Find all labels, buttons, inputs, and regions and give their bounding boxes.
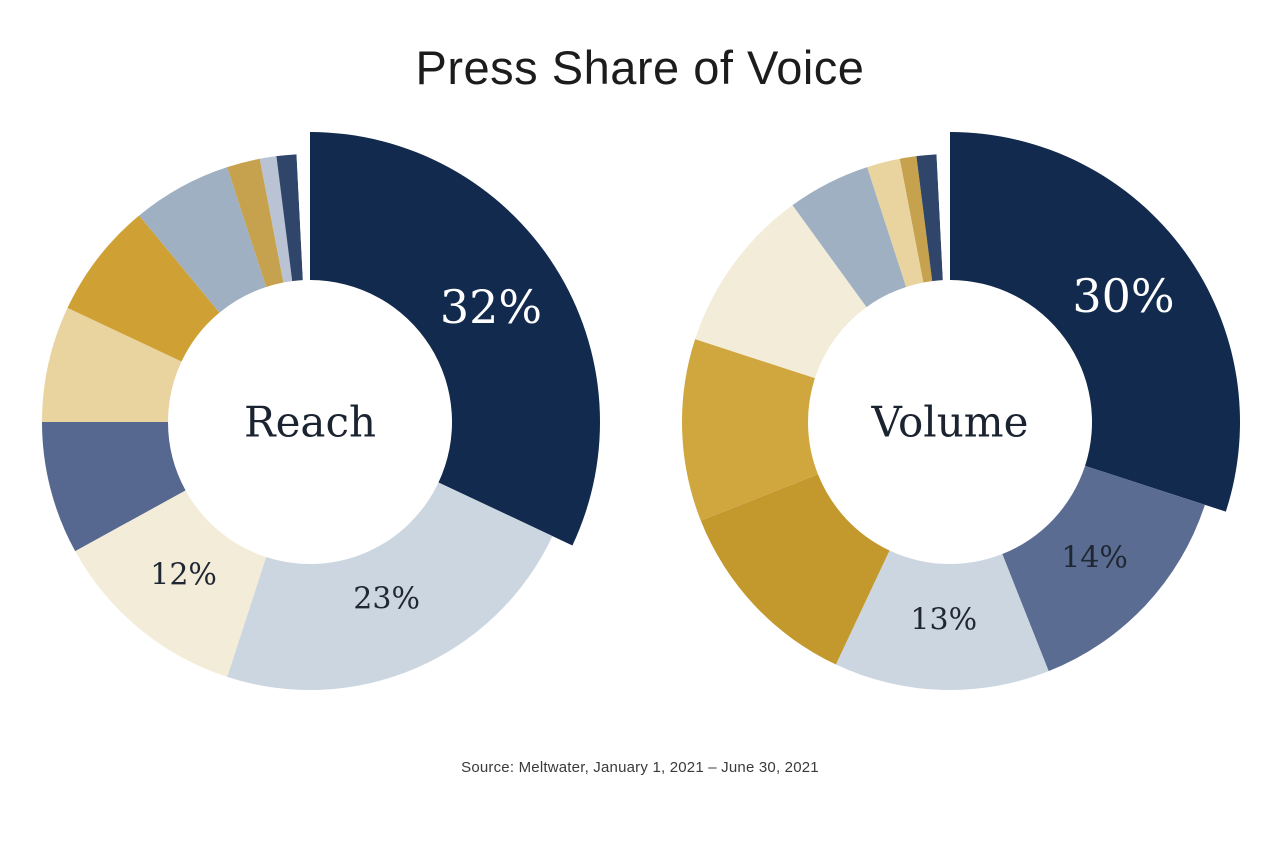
donut-center-label: Volume xyxy=(871,398,1029,447)
donut-slice xyxy=(1002,465,1205,672)
chart-title: Press Share of Voice xyxy=(415,41,865,94)
donut-slice xyxy=(227,158,284,287)
charts-row: 32% 23% 12% Reach 30% 14% 13% Volume xyxy=(0,97,1280,757)
donut-slice xyxy=(792,167,907,308)
slice-percentage-label: 30% xyxy=(1072,269,1174,323)
reach-donut-chart: 32% 23% 12% Reach xyxy=(5,97,635,757)
slice-gap xyxy=(936,154,950,281)
donut-slice xyxy=(227,482,553,690)
donut-center-label: Reach xyxy=(244,398,376,447)
donut-slice xyxy=(67,215,220,362)
donut-slice xyxy=(867,158,924,287)
donut-slice xyxy=(700,474,890,665)
donut-slice xyxy=(310,132,600,546)
donut-slice xyxy=(276,154,303,282)
slice-percentage-label: 12% xyxy=(150,557,217,592)
donut-slice xyxy=(75,490,267,677)
slice-gap xyxy=(296,154,310,281)
donut-slice xyxy=(139,167,267,313)
slice-percentage-label: 23% xyxy=(353,582,420,617)
slice-percentage-label: 14% xyxy=(1061,540,1128,575)
donut-slice xyxy=(42,307,182,422)
donut-slice xyxy=(835,550,1049,690)
slice-percentage-label: 13% xyxy=(910,603,977,638)
slice-percentage-label: 32% xyxy=(440,280,542,334)
donut-slice xyxy=(695,205,867,379)
source-caption: Source: Meltwater, January 1, 2021 – Jun… xyxy=(461,759,819,776)
donut-slice xyxy=(682,339,818,521)
donut-slice xyxy=(42,422,186,552)
donut-slice xyxy=(950,132,1240,512)
reach-donut-svg: 32% 23% 12% Reach xyxy=(42,132,600,690)
volume-donut-chart: 30% 14% 13% Volume xyxy=(645,97,1275,757)
donut-slice xyxy=(259,156,293,283)
volume-donut-svg: 30% 14% 13% Volume xyxy=(682,132,1240,690)
donut-slice xyxy=(899,156,933,283)
donut-slice xyxy=(916,154,943,282)
